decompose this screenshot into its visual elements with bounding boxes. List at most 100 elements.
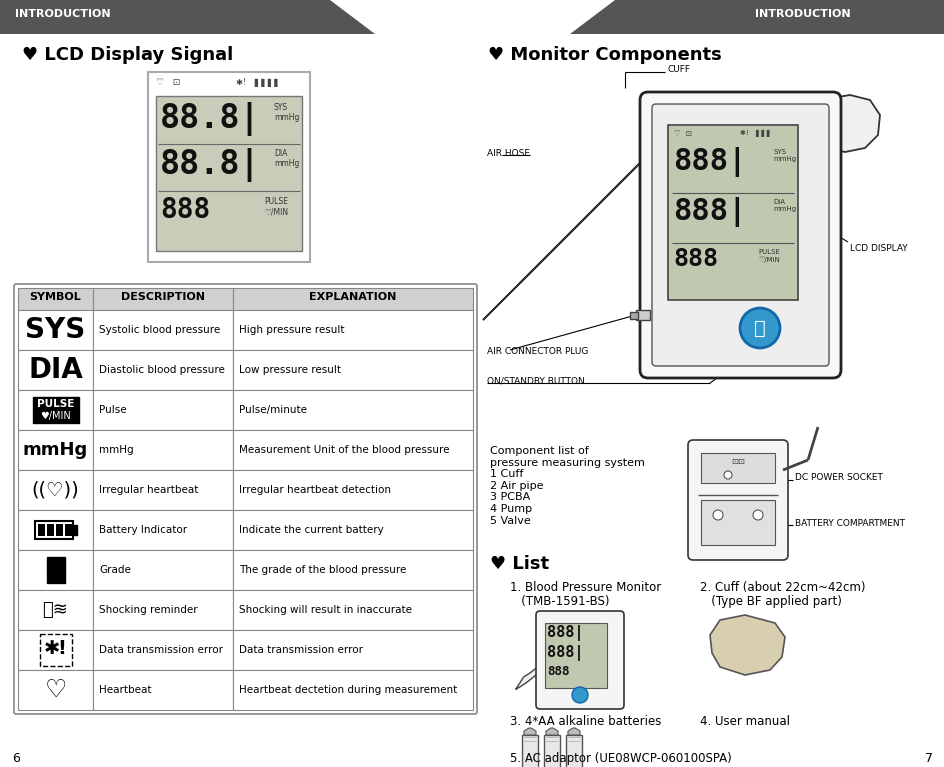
Bar: [565, 735, 582, 767]
Bar: [630, 312, 637, 319]
Text: ♥ LCD Display Signal: ♥ LCD Display Signal: [22, 46, 233, 64]
Bar: [18, 510, 93, 550]
Bar: [93, 430, 233, 470]
Text: INTRODUCTION: INTRODUCTION: [15, 9, 110, 19]
Text: DIA
mmHg: DIA mmHg: [772, 199, 795, 212]
Text: DC POWER SOCKET: DC POWER SOCKET: [794, 473, 882, 482]
Polygon shape: [567, 728, 580, 735]
Text: PULSE: PULSE: [37, 399, 75, 409]
Text: 888|: 888|: [547, 645, 582, 661]
Bar: [233, 550, 473, 590]
Polygon shape: [569, 0, 944, 34]
Text: Heartbeat dectetion during measurement: Heartbeat dectetion during measurement: [239, 685, 457, 695]
Bar: [18, 310, 93, 350]
Text: (TMB-1591-BS): (TMB-1591-BS): [510, 595, 609, 608]
Polygon shape: [709, 615, 784, 675]
Text: The grade of the blood pressure: The grade of the blood pressure: [239, 565, 406, 575]
Circle shape: [723, 471, 732, 479]
Text: DESCRIPTION: DESCRIPTION: [121, 292, 205, 302]
FancyBboxPatch shape: [687, 440, 787, 560]
Text: EXPLANATION: EXPLANATION: [309, 292, 396, 302]
Text: mmHg: mmHg: [99, 445, 133, 455]
Text: Battery Indicator: Battery Indicator: [99, 525, 187, 535]
Bar: [56, 524, 62, 536]
Bar: [18, 390, 93, 430]
Bar: [700, 453, 774, 483]
Bar: [18, 670, 93, 710]
Text: mmHg: mmHg: [23, 441, 88, 459]
Bar: [38, 524, 44, 536]
Circle shape: [739, 308, 779, 348]
Bar: [700, 500, 774, 545]
Text: ♥/MIN: ♥/MIN: [40, 411, 71, 421]
Bar: [18, 288, 93, 310]
Text: AIR HOSE: AIR HOSE: [486, 149, 530, 157]
Text: PULSE
♡/MIN: PULSE ♡/MIN: [757, 249, 779, 262]
Text: Shocking will result in inaccurate: Shocking will result in inaccurate: [239, 605, 412, 615]
Text: (Type BF applied part): (Type BF applied part): [700, 595, 841, 608]
FancyBboxPatch shape: [651, 104, 828, 366]
Text: INTRODUCTION: INTRODUCTION: [754, 9, 850, 19]
Text: Indicate the current battery: Indicate the current battery: [239, 525, 383, 535]
Text: ⊡⊡: ⊡⊡: [731, 457, 744, 466]
Text: Data transmission error: Data transmission error: [99, 645, 223, 655]
Bar: [156, 96, 302, 251]
Circle shape: [752, 510, 762, 520]
Bar: [93, 288, 233, 310]
FancyBboxPatch shape: [535, 611, 623, 709]
Polygon shape: [546, 728, 557, 735]
Text: BATTERY COMPARTMENT: BATTERY COMPARTMENT: [794, 518, 904, 528]
Bar: [233, 350, 473, 390]
Bar: [93, 510, 233, 550]
Text: High pressure result: High pressure result: [239, 325, 345, 335]
Text: ♡  ⊡: ♡ ⊡: [673, 130, 691, 139]
Bar: [521, 735, 537, 767]
Text: 1. Blood Pressure Monitor: 1. Blood Pressure Monitor: [510, 581, 661, 594]
Text: Irregular heartbeat: Irregular heartbeat: [99, 485, 198, 495]
Text: 888: 888: [672, 247, 717, 271]
Text: 888|: 888|: [672, 197, 746, 227]
Bar: [18, 550, 93, 590]
Bar: [35, 521, 73, 539]
Text: ((♡)): ((♡)): [31, 480, 79, 499]
Bar: [233, 510, 473, 550]
FancyBboxPatch shape: [14, 284, 477, 714]
Bar: [18, 630, 93, 670]
Text: PULSE
♡/MIN: PULSE ♡/MIN: [263, 197, 288, 216]
Text: Pulse/minute: Pulse/minute: [239, 405, 307, 415]
Text: ♥ List: ♥ List: [490, 555, 548, 573]
Text: 3. 4*AA alkaline batteries: 3. 4*AA alkaline batteries: [510, 715, 661, 728]
Bar: [233, 590, 473, 630]
Bar: [93, 390, 233, 430]
Bar: [93, 310, 233, 350]
Bar: [32, 397, 78, 423]
Text: ✱!  ▐▐▐: ✱! ▐▐▐: [739, 130, 768, 137]
Text: Pulse: Pulse: [99, 405, 126, 415]
Text: Measurement Unit of the blood pressure: Measurement Unit of the blood pressure: [239, 445, 449, 455]
Text: SYMBOL: SYMBOL: [29, 292, 81, 302]
Text: ✱: ✱: [43, 639, 59, 658]
Text: 2. Cuff (about 22cm~42cm): 2. Cuff (about 22cm~42cm): [700, 581, 865, 594]
Text: LCD DISPLAY: LCD DISPLAY: [849, 244, 906, 253]
Text: Grade: Grade: [99, 565, 130, 575]
Circle shape: [712, 510, 722, 520]
Text: 888: 888: [547, 665, 569, 678]
Text: ⏻: ⏻: [753, 318, 765, 337]
Bar: [18, 590, 93, 630]
Bar: [18, 470, 93, 510]
Bar: [93, 590, 233, 630]
Text: !: !: [58, 639, 66, 658]
Bar: [233, 288, 473, 310]
Text: Component list of
pressure measuring system
1 Cuff
2 Air pipe
3 PCBA
4 Pump
5 Va: Component list of pressure measuring sys…: [490, 446, 644, 525]
Text: 888|: 888|: [672, 147, 746, 177]
Text: SYS
mmHg: SYS mmHg: [772, 149, 795, 162]
Bar: [233, 310, 473, 350]
Bar: [93, 550, 233, 590]
Bar: [635, 310, 649, 320]
Bar: [233, 630, 473, 670]
Bar: [18, 350, 93, 390]
Text: SYS: SYS: [25, 316, 86, 344]
Bar: [233, 390, 473, 430]
Bar: [233, 430, 473, 470]
FancyBboxPatch shape: [639, 92, 840, 378]
